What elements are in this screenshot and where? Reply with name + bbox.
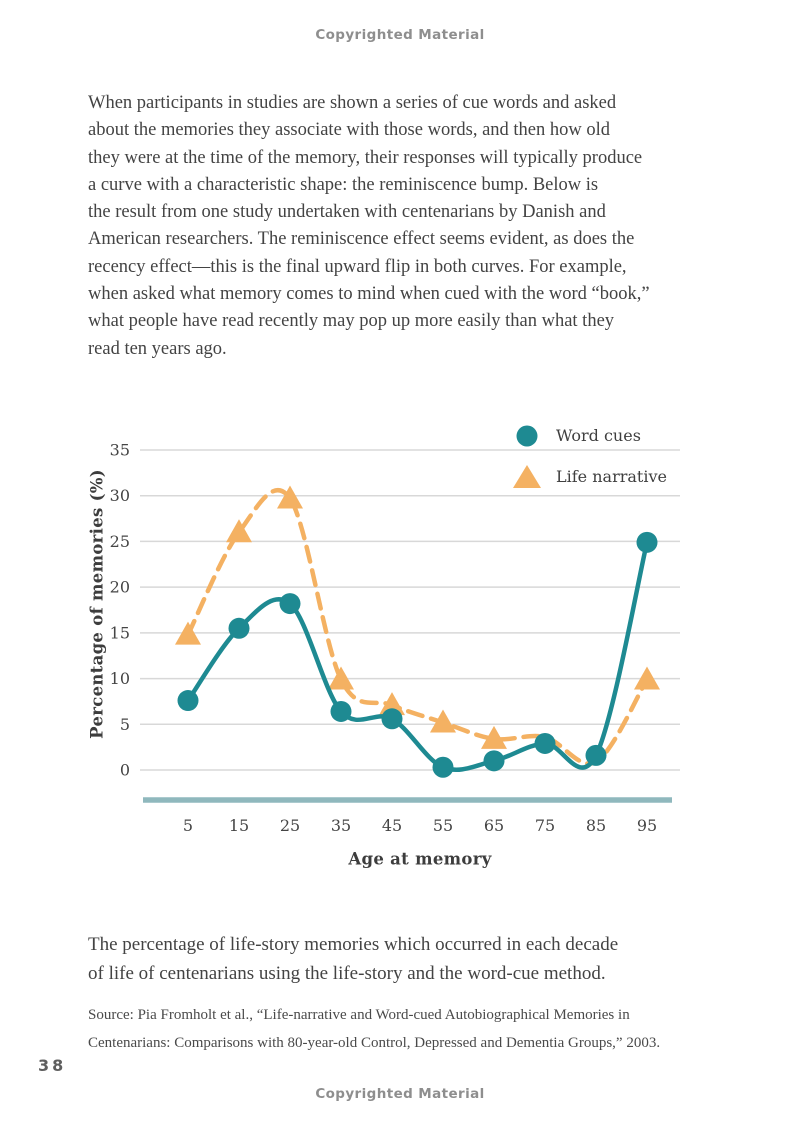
legend-item-life-narrative: Life narrative — [512, 461, 667, 491]
svg-text:95: 95 — [637, 816, 657, 835]
svg-text:30: 30 — [110, 486, 130, 505]
text-line: The percentage of life-story memories wh… — [88, 934, 619, 955]
svg-text:10: 10 — [110, 669, 130, 688]
text-line: when asked what memory comes to mind whe… — [88, 284, 650, 305]
text-line: Source: Pia Fromholt et al., “Life-narra… — [88, 1007, 630, 1023]
svg-text:35: 35 — [331, 816, 351, 835]
svg-text:25: 25 — [280, 816, 300, 835]
text-line: read ten years ago. — [88, 338, 227, 359]
svg-text:5: 5 — [183, 816, 193, 835]
legend-label-word-cues: Word cues — [556, 425, 641, 445]
svg-text:45: 45 — [382, 816, 402, 835]
text-line: they were at the time of the memory, the… — [88, 147, 643, 168]
legend-label-life-narrative: Life narrative — [556, 466, 667, 486]
svg-text:55: 55 — [433, 816, 453, 835]
text-line: what people have read recently may pop u… — [88, 311, 615, 332]
text-line: about the memories they associate with t… — [88, 120, 611, 141]
text-line: Centenarians: Comparisons with 80-year-o… — [88, 1034, 661, 1051]
y-axis-title: Percentage of memories (%) — [87, 469, 107, 739]
svg-text:20: 20 — [110, 578, 130, 597]
text-line: recency effect—this is the final upward … — [88, 256, 627, 277]
svg-text:65: 65 — [484, 816, 504, 835]
svg-text:75: 75 — [535, 816, 555, 835]
body-paragraph: When participants in studies are shown a… — [88, 90, 650, 363]
life-narrative-triangle-icon — [513, 465, 541, 488]
copyright-footer: Copyrighted Material — [315, 1086, 485, 1102]
svg-text:5: 5 — [120, 715, 130, 734]
x-tick-labels: 5 15 25 35 45 55 65 75 85 95 — [183, 816, 657, 835]
svg-text:0: 0 — [120, 761, 130, 780]
svg-text:25: 25 — [110, 532, 130, 551]
word-cues-circle-icon — [516, 425, 538, 447]
data-series — [175, 485, 660, 778]
y-tick-labels: 0 5 10 15 20 25 30 35 — [110, 441, 130, 780]
svg-text:15: 15 — [110, 623, 130, 642]
chart-legend: Word cues Life narrative — [512, 420, 667, 502]
legend-item-word-cues: Word cues — [512, 420, 667, 450]
reminiscence-bump-chart: 0 5 10 15 20 25 30 35 5 15 25 35 45 55 65 75 85 95 — [110, 441, 680, 835]
source-citation: Source: Pia Fromholt et al., “Life-narra… — [88, 1002, 660, 1057]
text-line: the result from one study undertaken wit… — [88, 202, 606, 223]
svg-text:35: 35 — [110, 441, 130, 460]
text-line: When participants in studies are shown a… — [88, 93, 617, 113]
text-line: American researchers. The reminiscence e… — [88, 229, 635, 250]
svg-text:15: 15 — [229, 816, 249, 835]
x-axis-title: Age at memory — [348, 849, 492, 869]
svg-text:85: 85 — [586, 816, 606, 835]
text-line: a curve with a characteristic shape: the… — [88, 174, 599, 195]
figure-caption: The percentage of life-story memories wh… — [88, 930, 618, 988]
copyright-header: Copyrighted Material — [315, 27, 485, 43]
page-number: 38 — [38, 1056, 67, 1075]
text-line: of life of centenarians using the life-s… — [88, 963, 606, 984]
